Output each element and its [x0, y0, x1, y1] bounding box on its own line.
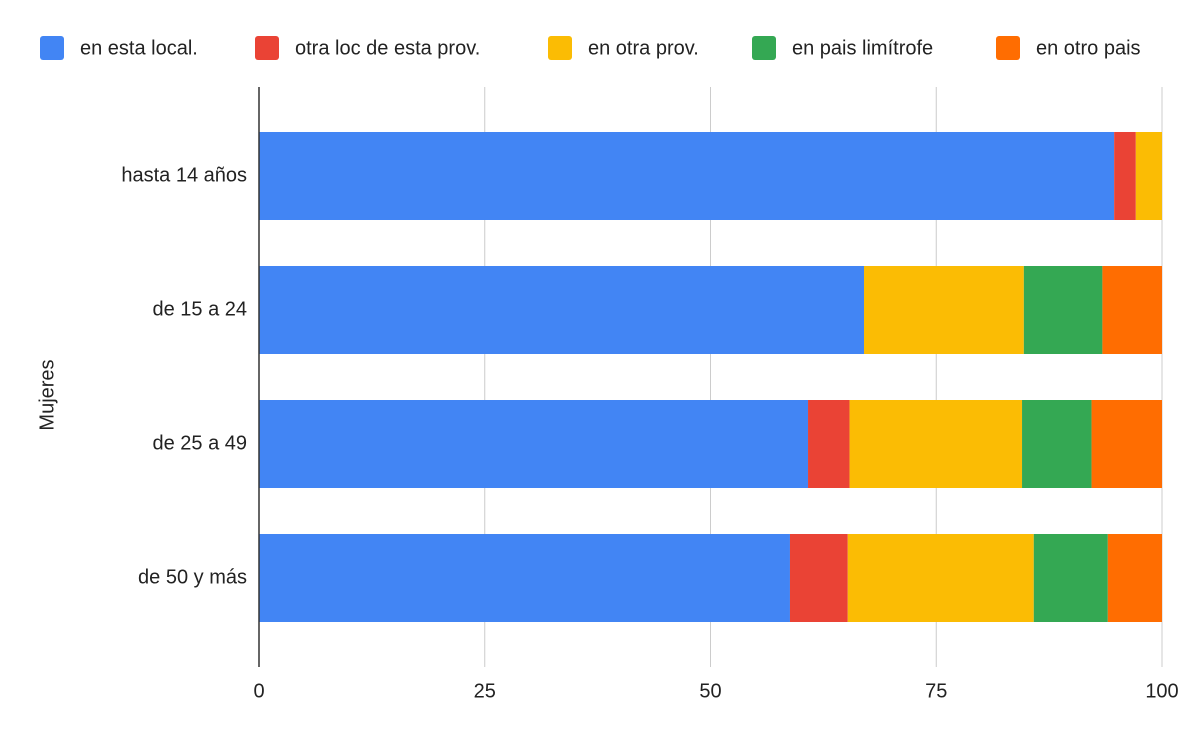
bar-segment — [259, 400, 809, 488]
y-tick-label: hasta 14 años — [121, 164, 247, 186]
bar-segment — [1022, 400, 1092, 488]
bar-segment — [847, 534, 1034, 622]
y-tick-label: de 15 a 24 — [152, 298, 247, 320]
bar-segment — [259, 534, 790, 622]
bar-segment — [864, 266, 1024, 354]
x-tick-label: 50 — [699, 680, 721, 702]
x-tick-label: 0 — [253, 680, 264, 702]
bar-segment — [259, 266, 865, 354]
bar-segment — [1023, 266, 1103, 354]
bar-segment — [789, 534, 848, 622]
legend-label: en otro pais — [1036, 37, 1141, 59]
bar-segment — [1033, 534, 1108, 622]
bar-segment — [1091, 400, 1162, 488]
bar-segment — [1114, 132, 1136, 220]
legend-label: en otra prov. — [588, 37, 699, 59]
y-axis-label: Mujeres — [36, 359, 58, 430]
bar-segment — [1135, 132, 1162, 220]
bar-segment — [259, 132, 1115, 220]
legend-swatch — [548, 36, 572, 60]
legend-swatch — [752, 36, 776, 60]
legend-swatch — [996, 36, 1020, 60]
bar-segment — [808, 400, 850, 488]
legend-label: en pais limítrofe — [792, 37, 933, 59]
legend-label: otra loc de esta prov. — [295, 37, 480, 59]
legend-swatch — [40, 36, 64, 60]
bar-segment — [1107, 534, 1162, 622]
y-tick-label: de 50 y más — [138, 566, 247, 588]
legend-swatch — [255, 36, 279, 60]
legend-label: en esta local. — [80, 37, 198, 59]
x-tick-label: 75 — [925, 680, 947, 702]
x-tick-label: 100 — [1145, 680, 1178, 702]
bar-segment — [1102, 266, 1162, 354]
x-tick-label: 25 — [474, 680, 496, 702]
bar-segment — [849, 400, 1023, 488]
y-tick-label: de 25 a 49 — [152, 432, 247, 454]
